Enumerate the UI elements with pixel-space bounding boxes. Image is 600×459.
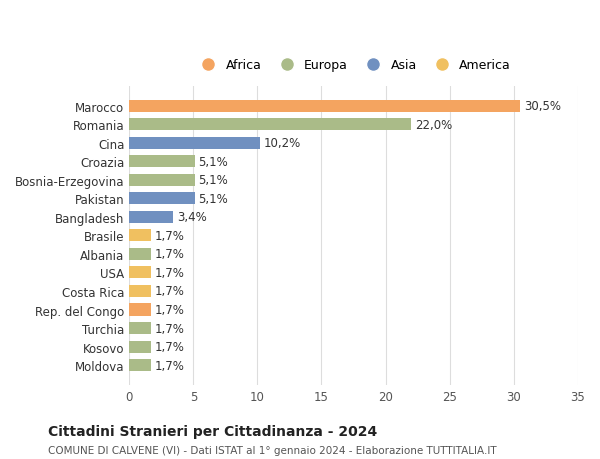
Text: COMUNE DI CALVENE (VI) - Dati ISTAT al 1° gennaio 2024 - Elaborazione TUTTITALIA: COMUNE DI CALVENE (VI) - Dati ISTAT al 1… — [48, 445, 497, 455]
Text: 1,7%: 1,7% — [155, 266, 185, 280]
Text: 30,5%: 30,5% — [524, 100, 561, 113]
Bar — [130, 359, 151, 371]
Text: 5,1%: 5,1% — [199, 156, 228, 168]
Bar — [130, 174, 194, 186]
Bar — [130, 119, 411, 131]
Text: 1,7%: 1,7% — [155, 359, 185, 372]
Bar — [130, 322, 151, 334]
Text: 10,2%: 10,2% — [264, 137, 301, 150]
Bar — [130, 267, 151, 279]
Bar — [130, 341, 151, 353]
Bar — [130, 137, 260, 149]
Text: 1,7%: 1,7% — [155, 322, 185, 335]
Bar — [130, 193, 194, 205]
Text: Cittadini Stranieri per Cittadinanza - 2024: Cittadini Stranieri per Cittadinanza - 2… — [48, 425, 377, 438]
Text: 1,7%: 1,7% — [155, 248, 185, 261]
Text: 22,0%: 22,0% — [415, 118, 452, 131]
Text: 1,7%: 1,7% — [155, 285, 185, 298]
Bar — [130, 211, 173, 224]
Bar — [130, 101, 520, 112]
Bar — [130, 230, 151, 242]
Text: 5,1%: 5,1% — [199, 192, 228, 205]
Bar — [130, 285, 151, 297]
Text: 1,7%: 1,7% — [155, 303, 185, 316]
Text: 3,4%: 3,4% — [177, 211, 206, 224]
Bar — [130, 156, 194, 168]
Bar — [130, 248, 151, 260]
Text: 1,7%: 1,7% — [155, 230, 185, 242]
Legend: Africa, Europa, Asia, America: Africa, Europa, Asia, America — [191, 54, 516, 77]
Text: 1,7%: 1,7% — [155, 341, 185, 353]
Text: 5,1%: 5,1% — [199, 174, 228, 187]
Bar — [130, 304, 151, 316]
